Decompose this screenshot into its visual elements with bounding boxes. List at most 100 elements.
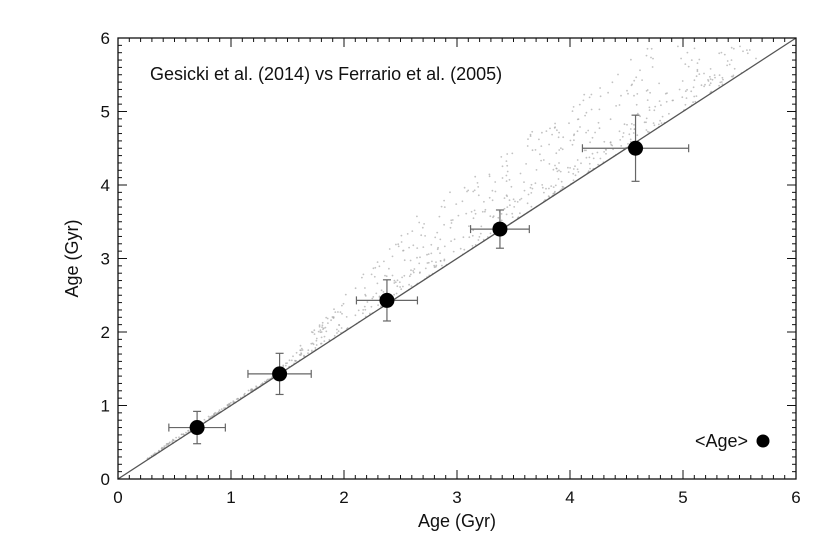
cloud-point [477,186,480,188]
cloud-point [366,301,369,303]
cloud-point [396,285,399,288]
cloud-point [481,210,484,213]
cloud-point [531,187,534,190]
cloud-point [397,243,400,246]
cloud-point [185,431,187,434]
x-tick-label: 1 [226,488,235,507]
cloud-point [620,145,623,147]
cloud-point [380,305,382,308]
cloud-point [478,236,481,238]
cloud-point [632,132,635,134]
cloud-point [643,121,646,124]
cloud-point [693,79,696,82]
cloud-point [548,143,550,146]
scatter-cloud [146,45,757,460]
cloud-point [473,189,476,192]
cloud-point [709,75,711,78]
cloud-point [703,85,705,88]
cloud-point [692,86,695,89]
cloud-point [527,138,529,141]
cloud-point [337,311,339,313]
cloud-point [377,304,379,306]
cloud-point [569,167,571,169]
cloud-point [730,46,733,49]
cloud-point [255,385,257,388]
cloud-point [209,416,212,418]
cloud-point [313,333,316,335]
cloud-point [315,339,318,342]
cloud-point [592,157,595,160]
cloud-point [334,311,337,313]
cloud-point [307,352,309,355]
cloud-point [603,140,606,143]
cloud-point [443,223,445,226]
cloud-point [514,200,516,203]
cloud-point [310,342,313,345]
cloud-point [552,192,555,195]
cloud-point [529,135,532,138]
cloud-point [580,162,582,165]
cloud-point [680,57,682,60]
cloud-point [626,123,628,126]
cloud-point [568,122,570,125]
cloud-point [695,75,698,78]
cloud-point [371,297,374,300]
cloud-point [423,223,425,225]
cloud-point [480,225,483,228]
cloud-point [491,199,494,202]
cloud-point [525,163,527,165]
cloud-point [158,449,160,452]
cloud-point [622,132,625,134]
cloud-point [694,100,697,103]
cloud-point [218,409,221,412]
cloud-point [468,236,471,239]
cloud-point [393,279,396,282]
cloud-point [501,177,504,179]
cloud-point [319,329,322,331]
cloud-point [226,404,229,406]
cloud-point [659,119,661,122]
cloud-point [285,362,287,365]
cloud-point [511,212,514,215]
cloud-point [543,191,545,194]
cloud-point [658,82,660,85]
cloud-point [397,245,400,248]
x-tick-labels: 0 1 2 3 4 5 6 [113,488,800,507]
cloud-point [654,105,657,108]
cloud-point [542,159,545,161]
cloud-point [711,78,714,81]
cloud-point [550,185,553,188]
cloud-point [633,124,635,126]
cloud-point [398,281,401,284]
cloud-point [645,54,648,57]
cloud-point [653,109,656,112]
cloud-point [435,264,438,267]
cloud-point [506,164,509,167]
cloud-point [684,103,687,106]
cloud-point [567,166,569,169]
cloud-point [324,326,327,329]
cloud-point [510,185,513,188]
cloud-point [332,317,335,319]
cloud-point [344,293,347,296]
cloud-point [646,47,649,50]
cloud-point [526,202,529,205]
cloud-point [511,152,514,155]
cloud-point [488,173,491,176]
cloud-point [388,267,390,270]
cloud-point [399,286,401,288]
cloud-point [372,296,375,298]
y-tick-label: 1 [101,397,110,416]
cloud-point [696,70,699,73]
cloud-point [531,149,534,152]
cloud-point [635,103,638,106]
cloud-point [430,252,433,255]
cloud-point [552,168,555,171]
cloud-point [541,131,543,134]
cloud-point [333,335,336,337]
cloud-point [265,379,268,382]
cloud-point [370,273,373,276]
cloud-point [576,130,579,133]
cloud-point [424,267,427,270]
cloud-point [408,275,411,278]
